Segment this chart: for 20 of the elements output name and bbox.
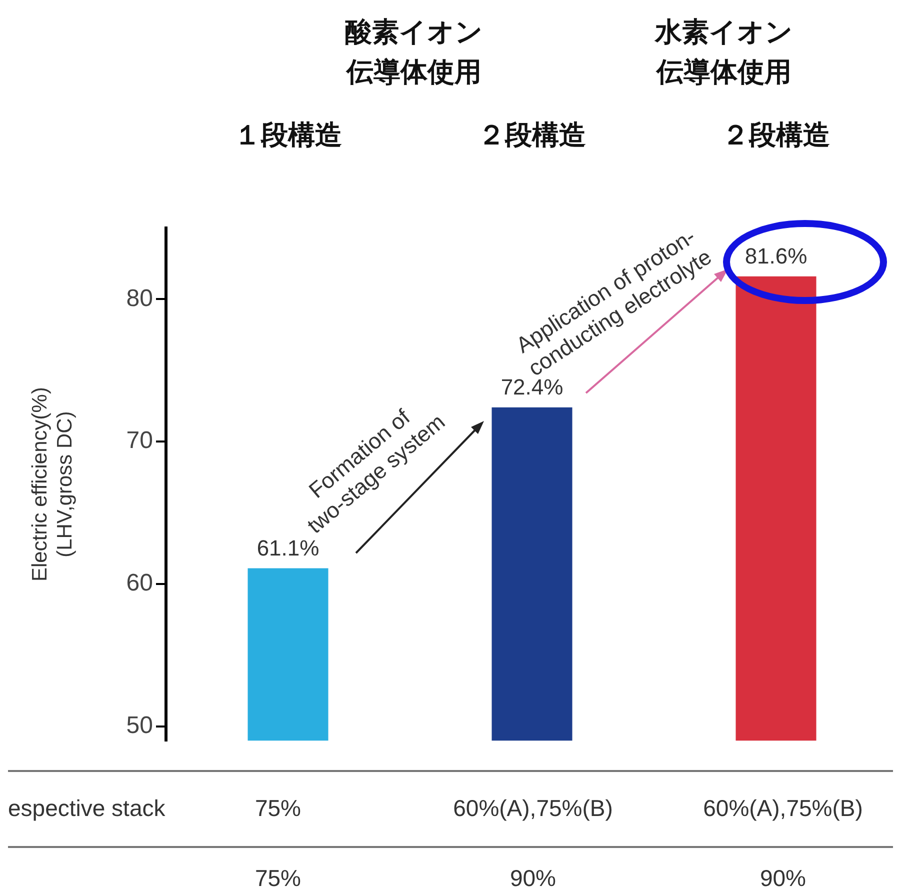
text: 酸素イオン伝導体使用 xyxy=(344,16,484,90)
y-tick-label: 50 xyxy=(126,712,153,739)
text: 60%(A),75%(B) xyxy=(702,795,864,822)
text: 75% xyxy=(254,865,302,892)
text: 水素イオン伝導体使用 xyxy=(654,16,794,90)
y-tick-label: 60 xyxy=(126,570,153,597)
text: 90% xyxy=(508,865,558,892)
data-label: 81.6% xyxy=(744,243,808,268)
x-tick-label: ２段構造 xyxy=(722,120,830,151)
data-label: 61.1% xyxy=(256,535,320,560)
text: espective stack xyxy=(8,795,166,822)
data-label: 72.4% xyxy=(500,374,564,400)
y-tick-label: 80 xyxy=(126,284,153,312)
x-tick-label: １段構造 xyxy=(234,120,342,151)
text: 60%(A),75%(B) xyxy=(452,795,614,822)
text: 75% xyxy=(254,795,302,822)
y-axis-title: Electric efficiency(%) (LHV,gross DC) xyxy=(28,387,77,582)
text: 90% xyxy=(758,865,808,892)
x-tick-label: ２段構造 xyxy=(478,120,586,151)
y-tick-label: 70 xyxy=(126,427,153,454)
